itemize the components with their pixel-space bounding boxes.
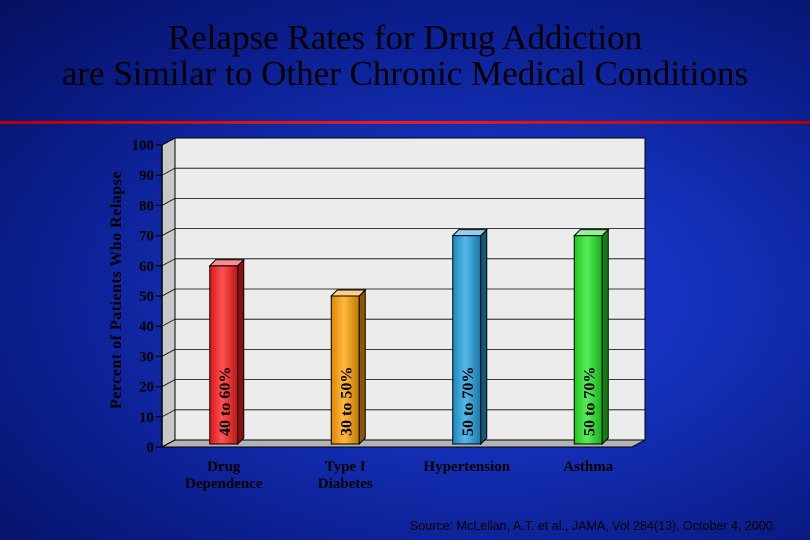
y-tick-label: 0 — [147, 440, 155, 456]
gridline-side — [161, 228, 176, 236]
bar-3: 50 to 70% — [451, 228, 488, 446]
gridline-side — [161, 198, 176, 206]
y-tick-label: 70 — [139, 229, 154, 245]
gridline-side — [161, 379, 176, 387]
bar-front — [452, 235, 482, 445]
x-category-label: Type I Diabetes — [318, 459, 373, 492]
y-tick-label: 50 — [139, 289, 154, 305]
plot-floor — [161, 439, 646, 448]
source-citation: Source: McLellan, A.T. et al., JAMA, Vol… — [410, 519, 777, 533]
y-tick-label: 40 — [139, 319, 154, 335]
x-category-label-line: Type I — [325, 459, 366, 475]
x-category-label-line: Dependence — [185, 476, 263, 492]
chart-title-line-2: are Similar to Other Chronic Medical Con… — [61, 54, 749, 93]
y-tick-label: 100 — [132, 138, 155, 154]
bar-value-label: 40 to 60% — [217, 367, 234, 436]
bar-side — [358, 288, 366, 446]
y-tick-label: 20 — [139, 380, 154, 396]
bar-side — [237, 258, 245, 446]
bar-value-label: 50 to 70% — [460, 367, 477, 436]
gridline-side — [161, 167, 176, 176]
bar-1: 40 to 60% — [208, 258, 245, 446]
bar-4: 50 to 70% — [573, 228, 610, 446]
bar-front — [330, 295, 360, 445]
y-tick-label: 10 — [139, 410, 154, 426]
gridline-side — [161, 288, 176, 297]
x-category-label-line: Asthma — [563, 459, 614, 475]
gridline-side — [161, 349, 176, 357]
x-category-label-line: Hypertension — [423, 459, 510, 475]
bar-front — [209, 265, 239, 445]
y-tick-label: 30 — [139, 349, 154, 365]
x-category-label: Drug Dependence — [185, 459, 263, 492]
x-category-label-line: Diabetes — [318, 476, 373, 492]
bar-side — [480, 228, 488, 446]
bar-value-label: 50 to 70% — [581, 367, 598, 436]
bar-2: 30 to 50% — [330, 288, 367, 446]
gridline-side — [161, 258, 176, 267]
chart-title-line-1: Relapse Rates for Drug Addiction — [167, 18, 643, 57]
y-tick-label: 80 — [139, 198, 154, 214]
bar-side — [601, 228, 609, 446]
bar-value-label: 30 to 50% — [338, 367, 355, 436]
y-tick-label: 90 — [139, 168, 154, 184]
y-tick-label: 60 — [139, 259, 154, 275]
x-category-label: Asthma — [563, 459, 614, 475]
gridline-side — [161, 409, 176, 418]
x-category-label: Hypertension — [423, 459, 510, 475]
x-category-label-line: Drug — [207, 459, 241, 475]
gridline-side — [161, 137, 176, 146]
title-divider — [0, 121, 810, 124]
gridline-side — [161, 318, 176, 327]
